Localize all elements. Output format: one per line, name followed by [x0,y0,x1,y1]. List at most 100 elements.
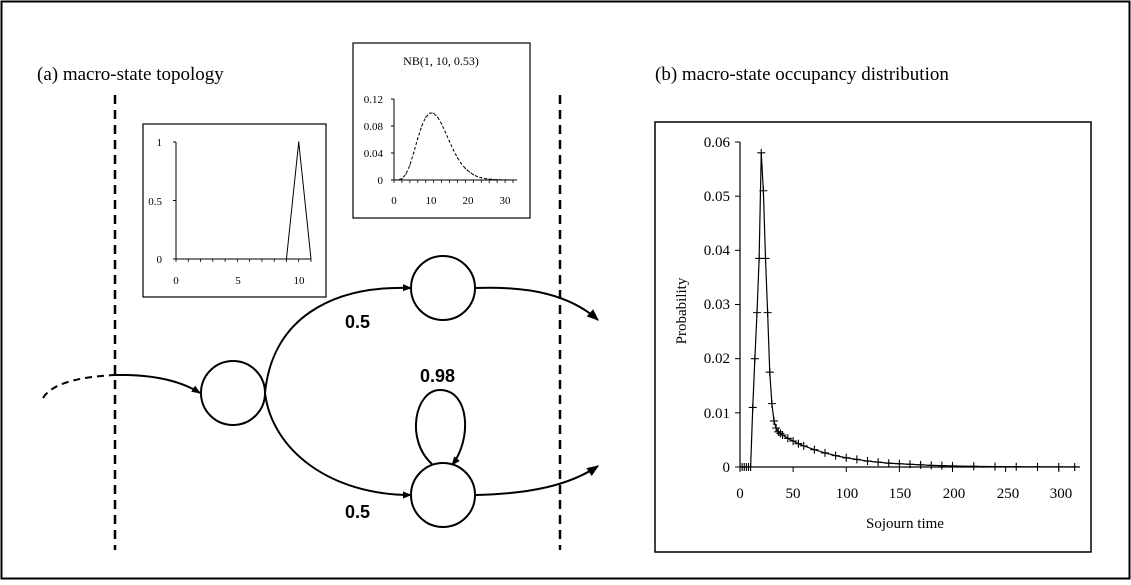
panel-b-title: (b) macro-state occupancy distribution [655,64,949,85]
occupancy-ytick-5: 0.05 [704,189,730,205]
lower-state [410,462,476,528]
inset-right-plot-point-4 [409,164,411,166]
occupancy-point-39 [969,462,978,471]
inset-left-plot-point-6 [249,258,251,260]
inset-left-plot-point-2 [199,258,202,260]
inset-right-plot-point-30 [512,179,514,181]
inset-right-plot-point-25 [492,178,494,181]
occupancy-point-37 [937,461,946,470]
upper-state [410,255,476,321]
occupancy-ytick-2: 0.02 [704,351,730,367]
inset-right-ytick-1: 0.04 [364,148,384,160]
occupancy-xtick-6: 300 [1050,486,1073,502]
inset-right-xtick-1: 10 [426,195,438,207]
occupancy-xtick-5: 250 [997,486,1020,502]
occupancy-xtick-0: 0 [736,486,744,502]
upper-edge-probability: 0.5 [345,312,370,332]
inset-left-xtick-2: 10 [294,275,306,287]
inset-left-plot-point-4 [224,258,226,260]
inset-right-plot-point-8 [425,116,427,118]
inset-right-ytick-0: 0 [378,175,384,187]
occupancy-point-23 [794,439,803,448]
occupancy-xtick-4: 200 [943,486,966,502]
occupancy-xtick-1: 50 [786,486,801,502]
inset-right-plot-point-28 [504,179,506,181]
occupancy-chart-frame [654,121,1092,553]
occupancy-point-44 [1070,462,1079,471]
occupancy-point-36 [927,461,936,470]
inset-right-plot-point-16 [456,157,459,159]
occupancy-point-33 [895,459,904,468]
inset-right-frame [352,42,531,219]
inset-right-plot-point-1 [397,179,399,181]
inset-right-plot-point-7 [421,125,423,127]
incoming-edge [114,373,201,394]
occupancy-point-24 [799,441,808,450]
inset-right-ytick-3: 0.12 [364,94,383,106]
occupancy-ytick-4: 0.04 [704,243,731,259]
inset-right-xtick-0: 0 [391,195,397,207]
occupancy-point-29 [852,455,861,464]
state-diagram: 0.5 0.5 0.98 [42,255,599,528]
occupancy-point-41 [1012,462,1021,471]
inset-right-plot-point-13 [444,132,447,134]
inset-right-plot-point-2 [401,178,403,180]
inset-right-chart: NB(1, 10, 0.53) 0 0.04 0.08 0.12 0 10 20… [352,42,531,219]
inset-left-plot-point-8 [273,258,275,260]
inset-right-plot-point-15 [452,149,455,151]
upper-outgoing-edge [474,286,599,321]
inset-right-plot-point-17 [460,163,463,165]
occupancy-point-38 [948,461,957,470]
inset-right-plot-point-9 [429,112,431,114]
inset-left-plot-point-0 [175,258,177,260]
inset-left-ytick-1: 0.5 [148,196,162,208]
inset-right-plot-point-14 [448,140,451,143]
inset-right-plot-point-22 [480,177,482,179]
edge-to-lower-state [264,392,412,499]
occupancy-point-14 [765,368,774,377]
occupancy-x-axis-label: Sojourn time [866,516,944,532]
inset-left-plot [173,141,312,262]
inset-right-plot-point-20 [472,174,474,176]
inset-right-plot-point-18 [464,167,467,170]
inset-right-plot-point-5 [413,151,415,153]
occupancy-point-30 [863,457,872,466]
inset-right-plot-point-6 [417,137,419,139]
inset-right-plot-point-24 [488,178,490,180]
occupancy-point-16 [770,416,778,425]
inset-right-plot-point-23 [484,177,486,180]
inset-left-plot-point-5 [236,258,238,260]
inset-right-plot-point-10 [433,112,435,114]
self-loop-edge [415,388,467,466]
occupancy-point-43 [1054,462,1063,471]
inset-right-plot-point-21 [476,176,478,178]
inset-left-plot-point-10 [298,141,300,143]
occupancy-xtick-2: 100 [836,486,859,502]
self-loop-probability: 0.98 [420,366,455,386]
occupancy-y-axis-label: Probability [674,277,690,344]
occupancy-point-13 [763,308,772,317]
inset-left-plot-point-11 [310,258,312,260]
occupancy-point-7 [750,354,759,363]
inset-left-xtick-0: 0 [173,275,179,287]
inset-right-title: NB(1, 10, 0.53) [403,54,479,68]
occupancy-point-8 [753,308,761,317]
inset-left-plot-point-1 [187,258,189,260]
occupancy-xtick-3: 150 [889,486,912,502]
occupancy-point-20 [778,431,787,440]
occupancy-point-21 [783,434,792,443]
incoming-dashed-arc [42,374,116,399]
inset-left-plot-point-7 [261,258,263,260]
occupancy-ytick-6: 0.06 [704,135,731,151]
inset-right-plot-point-12 [441,123,443,125]
occupancy-ytick-0: 0 [723,460,731,476]
occupancy-point-11 [759,186,768,195]
inset-left-xtick-1: 5 [235,275,241,287]
inset-right-xtick-2: 20 [463,195,475,207]
occupancy-y-ticks: 0 0.01 0.02 0.03 0.04 0.05 0.06 [704,135,731,476]
occupancy-point-42 [1033,462,1042,471]
lower-outgoing-edge [474,465,599,496]
inset-left-ytick-0: 0 [157,254,163,266]
